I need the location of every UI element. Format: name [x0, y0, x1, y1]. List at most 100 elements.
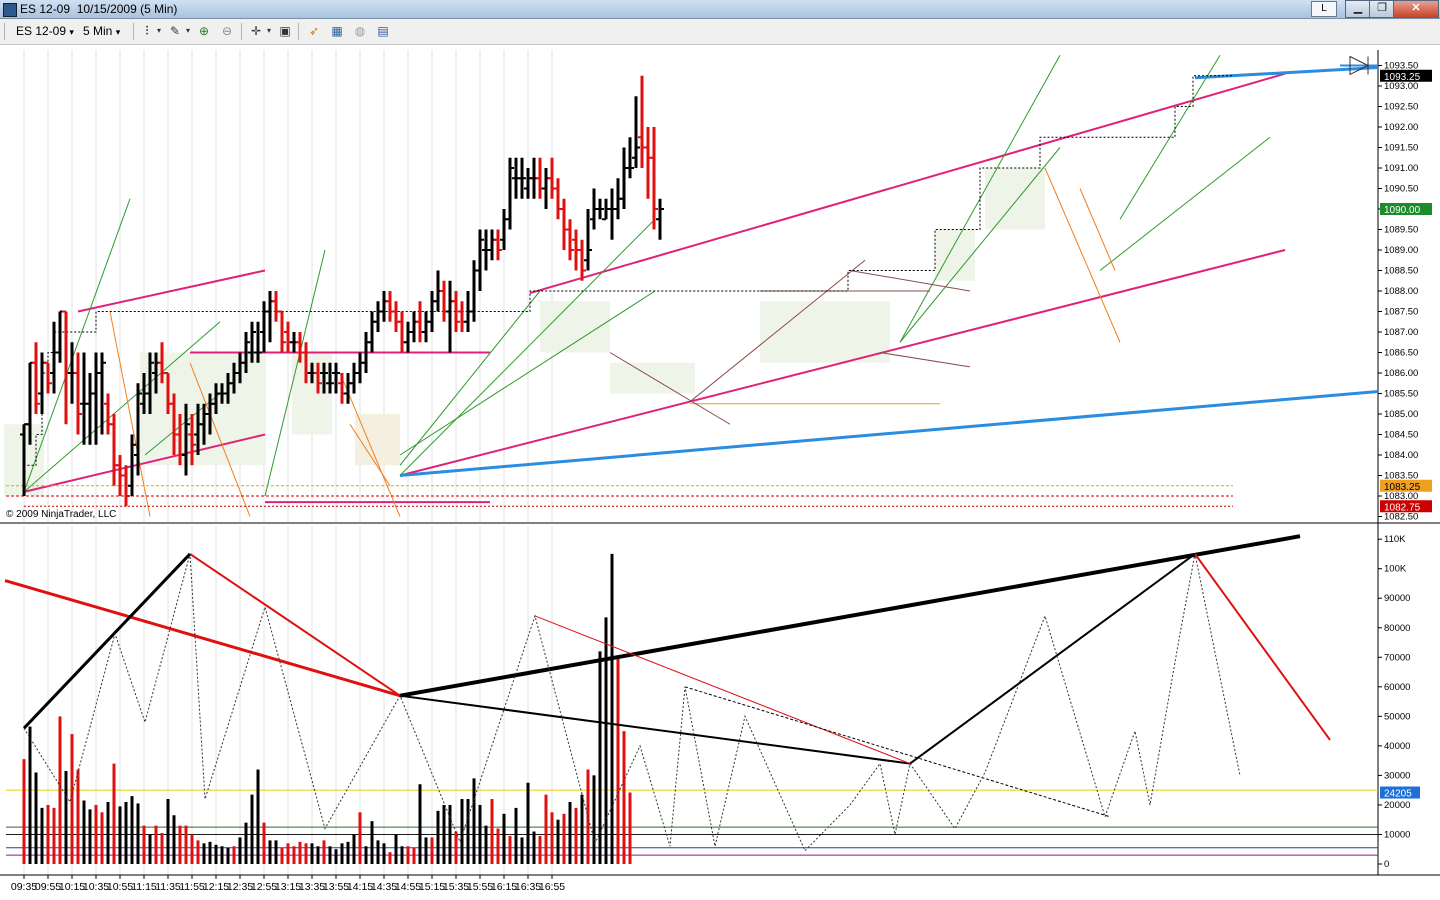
- app-icon: [3, 3, 17, 17]
- crosshair-icon[interactable]: ✛: [250, 24, 262, 38]
- volume-swing-line: [1194, 553, 1331, 741]
- volume-tick-label: 10000: [1384, 829, 1410, 840]
- window-title: ES 12-09 10/15/2009 (5 Min): [20, 2, 178, 16]
- trend-line: [529, 72, 1286, 295]
- trend-line: [189, 362, 251, 517]
- chevron-down-icon: ▾: [115, 27, 121, 37]
- trend-line: [1044, 167, 1121, 343]
- volume-tick-label: 30000: [1384, 770, 1410, 781]
- trend-line: [399, 249, 1286, 477]
- instrument-label: ES 12-09: [16, 24, 67, 38]
- time-tick-label: 16:55: [539, 881, 565, 893]
- trend-line: [399, 290, 541, 466]
- price-tick-label: 1082.50: [1384, 512, 1418, 523]
- time-tick-label: 16:35: [515, 881, 541, 893]
- data-box-icon[interactable]: ▤: [377, 24, 389, 38]
- toolbar-grip: [4, 23, 5, 40]
- price-tick-label: 1089.00: [1384, 245, 1418, 256]
- volume-swing-line: [534, 615, 911, 765]
- time-tick-label: 12:35: [227, 881, 253, 893]
- trend-line: [1194, 66, 1379, 80]
- time-tick-label: 13:15: [275, 881, 301, 893]
- time-tick-label: 13:55: [323, 881, 349, 893]
- zoom-in-icon[interactable]: ⊕: [198, 24, 210, 38]
- title-bar: ES 12-09 10/15/2009 (5 Min) L ▁ ❐ ✕: [0, 0, 1440, 19]
- time-tick-label: 15:15: [419, 881, 445, 893]
- price-tick-label: 1084.50: [1384, 430, 1418, 441]
- time-tick-label: 16:15: [491, 881, 517, 893]
- trend-line: [689, 259, 866, 403]
- close-button[interactable]: ✕: [1393, 0, 1439, 18]
- price-tick-label: 1083.50: [1384, 471, 1418, 482]
- chart-toolbar: ES 12-09 ▾ 5 Min ▾ ⫶ ▾ ✎ ▾ ⊕ ⊖ ✛ ▾ ▣ ➶ ▦…: [0, 19, 1440, 45]
- price-tick-label: 1093.50: [1384, 61, 1418, 72]
- price-tick-label: 1088.00: [1384, 286, 1418, 297]
- time-tick-label: 12:15: [203, 881, 229, 893]
- price-tick-label: 1084.00: [1384, 450, 1418, 461]
- time-tick-label: 14:55: [395, 881, 421, 893]
- minimize-button[interactable]: ▁: [1345, 0, 1371, 18]
- volume-tick-label: 60000: [1384, 682, 1410, 693]
- trend-line: [399, 218, 656, 476]
- volume-swing-line: [22, 552, 192, 730]
- price-tick-label: 1091.50: [1384, 143, 1418, 154]
- trend-line: [899, 147, 1061, 343]
- trend-line: [23, 198, 131, 493]
- price-marker-label: 1090.00: [1384, 205, 1421, 216]
- interval-selector[interactable]: 5 Min ▾: [83, 23, 120, 39]
- shaded-zone: [760, 301, 890, 363]
- trend-line: [109, 311, 151, 517]
- trend-line: [23, 433, 266, 493]
- price-marker-box: [1380, 479, 1432, 492]
- bar-style-icon[interactable]: ⫶: [145, 24, 149, 38]
- price-marker-box: [1380, 500, 1432, 513]
- instrument-selector[interactable]: ES 12-09 ▾: [16, 23, 74, 39]
- trend-line: [77, 269, 266, 313]
- toolbar-separator: [298, 23, 299, 40]
- volume-tick-label: 100K: [1384, 564, 1407, 575]
- price-tick-label: 1092.50: [1384, 102, 1418, 113]
- time-tick-label: 12:55: [251, 881, 277, 893]
- price-tick-label: 1093.00: [1384, 81, 1418, 92]
- trend-line: [399, 389, 1379, 477]
- time-tick-label: 09:55: [35, 881, 61, 893]
- time-tick-label: 09:35: [11, 881, 37, 893]
- volume-marker-box: [1380, 786, 1420, 799]
- toolbar-separator: [133, 23, 134, 40]
- zoom-out-icon[interactable]: ⊖: [221, 24, 233, 38]
- volume-zigzag-line: [23, 553, 1241, 852]
- trend-line: [349, 423, 391, 487]
- price-tick-label: 1085.00: [1384, 409, 1418, 420]
- price-marker-label: 1093.25: [1384, 72, 1421, 83]
- price-marker-label: 1082.75: [1384, 502, 1421, 513]
- strategy-icon[interactable]: ➶: [308, 24, 320, 38]
- interval-label: 5 Min: [83, 24, 113, 38]
- volume-swing-line: [399, 553, 1196, 765]
- trend-line: [609, 352, 731, 425]
- chart-area[interactable]: 1093.50 1093.00 1092.50 1092.00 1091.50 1091.…: [0, 45, 1440, 900]
- trend-line: [879, 352, 971, 368]
- trend-line: [23, 321, 221, 493]
- maximize-button[interactable]: ❐: [1369, 0, 1395, 18]
- volume-marker-label: 24205: [1384, 789, 1412, 800]
- volume-swing-line: [399, 534, 1301, 698]
- price-tick-label: 1090.50: [1384, 184, 1418, 195]
- trend-line: [144, 393, 221, 456]
- trend-line: [849, 270, 971, 292]
- time-tick-label: 15:35: [443, 881, 469, 893]
- trend-line: [1119, 54, 1221, 220]
- price-tick-label: 1089.50: [1384, 225, 1418, 236]
- price-tick-label: 1087.50: [1384, 307, 1418, 318]
- properties-icon[interactable]: ▣: [279, 24, 291, 38]
- volume-tick-label: 20000: [1384, 800, 1410, 811]
- link-button[interactable]: L: [1311, 1, 1337, 17]
- copyright-label: © 2009 NinjaTrader, LLC: [6, 509, 116, 520]
- globe-icon[interactable]: ◍: [354, 24, 366, 38]
- chevron-down-icon[interactable]: ▾: [156, 26, 161, 35]
- pencil-draw-icon[interactable]: ✎: [169, 24, 181, 38]
- chevron-down-icon[interactable]: ▾: [266, 26, 271, 35]
- chevron-down-icon[interactable]: ▾: [185, 26, 190, 35]
- toolbar-separator: [241, 23, 242, 40]
- shaded-zone: [935, 229, 975, 281]
- indicators-icon[interactable]: ▦: [331, 24, 343, 38]
